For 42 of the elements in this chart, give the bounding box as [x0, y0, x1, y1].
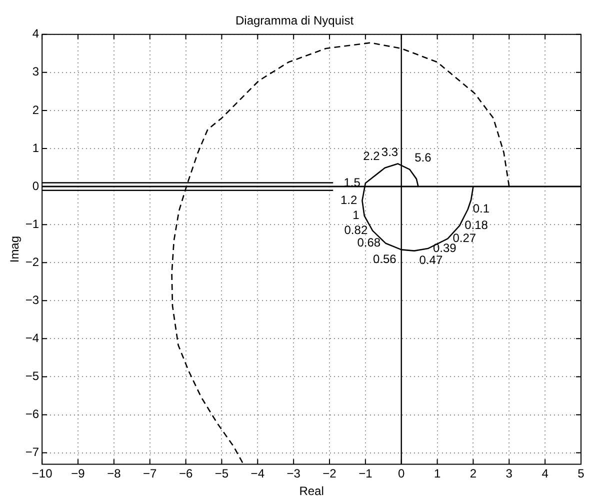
x-tick-label: 2 — [470, 466, 477, 481]
x-tick-label: −3 — [286, 466, 301, 481]
x-tick-label: 4 — [542, 466, 549, 481]
y-tick-label: 2 — [32, 102, 40, 117]
annotation: 0.82 — [344, 222, 368, 237]
annotation: 0.56 — [373, 252, 397, 266]
chart-title: Diagramma di Nyquist — [235, 14, 354, 28]
y-axis-title: Imag — [8, 236, 22, 263]
x-axis-title: Real — [299, 484, 324, 498]
x-tick-label: −7 — [143, 466, 158, 481]
x-tick-label: −2 — [322, 466, 337, 481]
annotation: 5.6 — [414, 150, 432, 165]
y-tick-label: −4 — [25, 330, 40, 345]
x-tick-label: 0 — [398, 466, 406, 481]
x-tick-label: 1 — [434, 466, 441, 481]
x-tick-label: −1 — [358, 466, 373, 481]
annotation: 2.2 — [363, 149, 380, 164]
annotation: 0.68 — [357, 236, 381, 250]
y-tick-label: −2 — [25, 254, 40, 269]
y-tick-label: −7 — [25, 445, 40, 460]
annotation: 1 — [352, 208, 360, 222]
y-tick-label: 3 — [32, 64, 40, 79]
annotation: 0.47 — [419, 253, 443, 268]
y-tick-label: −6 — [25, 407, 40, 422]
y-tick-label: 1 — [32, 140, 40, 155]
y-tick-label: −3 — [25, 292, 40, 307]
y-tick-label: 0 — [32, 178, 40, 193]
x-tick-label: −6 — [178, 466, 193, 481]
y-tick-label: −5 — [25, 369, 40, 384]
annotation: 0.1 — [472, 202, 490, 216]
x-tick-label: −4 — [250, 466, 265, 481]
annotation: 1.2 — [340, 192, 358, 207]
x-tick-label: −10 — [32, 466, 53, 481]
annotation: 0.18 — [464, 218, 488, 232]
x-tick-label: −9 — [71, 466, 86, 481]
x-tick-label: 5 — [578, 466, 585, 481]
x-tick-label: −5 — [214, 466, 229, 481]
x-tick-label: 3 — [506, 466, 513, 481]
y-tick-label: −1 — [25, 216, 40, 231]
x-tick-label: −8 — [107, 466, 122, 481]
annotation: 3.3 — [381, 145, 398, 160]
y-tick-label: 4 — [32, 26, 40, 41]
